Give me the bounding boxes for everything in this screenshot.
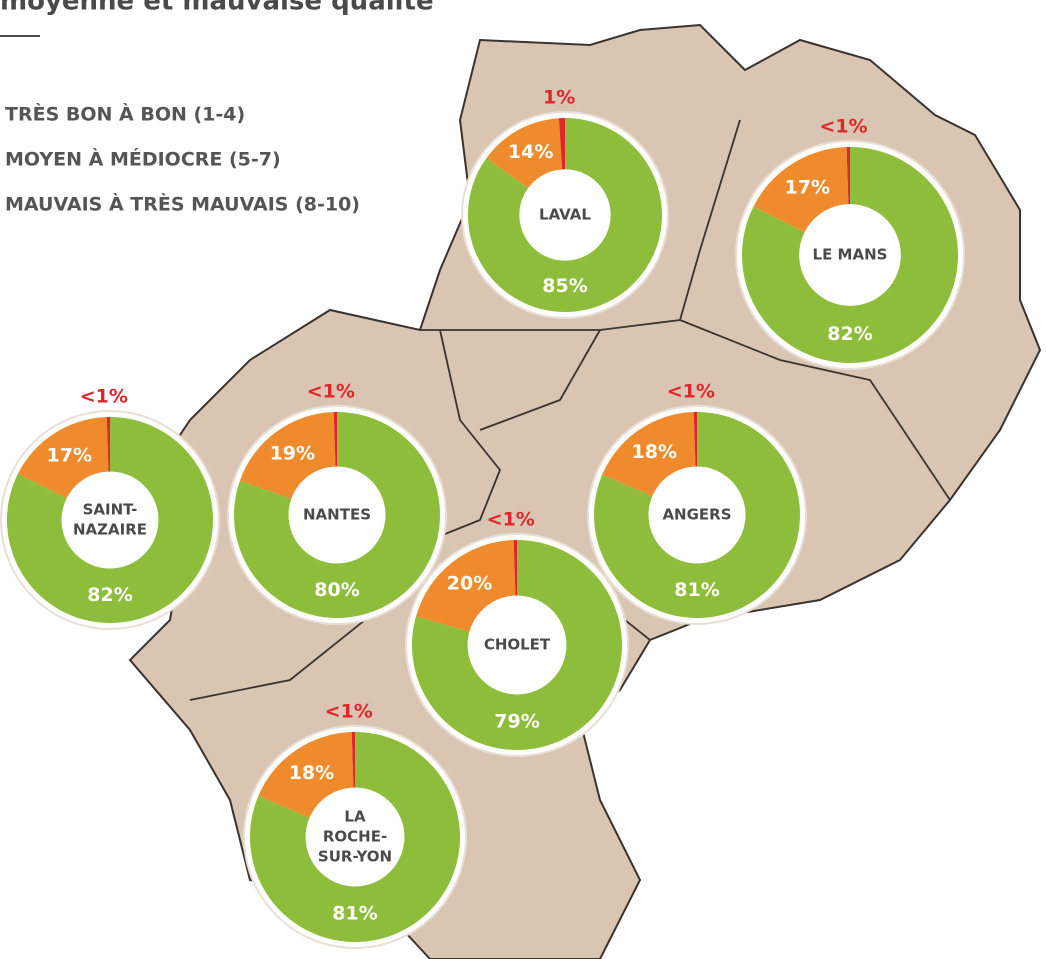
donut-segment	[486, 118, 563, 189]
city-name: ANGERS	[662, 506, 731, 524]
donut-hole	[519, 169, 611, 261]
legend-label: TRÈS BON À BON (1-4)	[5, 103, 245, 126]
donut-hole	[467, 595, 567, 695]
value-label: 79%	[494, 711, 539, 733]
value-label: 80%	[314, 579, 359, 601]
donut-segment	[693, 412, 697, 467]
value-label: 18%	[632, 441, 677, 463]
legend: TRÈS BON À BON (1-4) MOYEN À MÉDIOCRE (5-…	[5, 103, 360, 216]
department-border	[189, 119, 951, 701]
donut-segment	[753, 147, 849, 233]
value-label: 1%	[543, 87, 575, 109]
value-label: <1%	[80, 386, 128, 408]
value-label: 82%	[87, 584, 132, 606]
donut-hole	[305, 787, 405, 887]
donut-segment	[741, 147, 959, 363]
city-name: NAZAIRE	[73, 521, 147, 539]
donut-segment	[602, 412, 696, 497]
city-name: NANTES	[303, 506, 371, 524]
page-title: moyenne et mauvaise qualité	[0, 0, 434, 17]
donut-segment	[333, 412, 337, 467]
donut-segment	[412, 540, 622, 750]
value-label: 81%	[674, 579, 719, 601]
value-label: 20%	[447, 573, 492, 595]
donut-segment	[250, 732, 460, 943]
city-name: LE MANS	[813, 246, 888, 264]
donut-segment	[351, 732, 355, 788]
donut-segment	[106, 417, 110, 472]
value-label: <1%	[667, 381, 715, 403]
donut-hole	[288, 466, 386, 564]
city-name: LA	[344, 808, 366, 826]
donut-segment	[468, 118, 662, 312]
donut-segment	[17, 417, 109, 499]
donut-segment	[594, 412, 801, 618]
donut-segment	[6, 417, 214, 623]
value-label: <1%	[487, 509, 535, 531]
value-label: 19%	[270, 442, 315, 464]
city-name: ROCHE-	[323, 828, 387, 846]
legend-label: MOYEN À MÉDIOCRE (5-7)	[5, 148, 281, 171]
value-label: <1%	[325, 701, 373, 723]
donut-hole	[61, 471, 159, 569]
donut-segment	[558, 118, 565, 170]
donut-segment	[258, 732, 354, 818]
value-label: 82%	[827, 323, 872, 345]
value-label: 18%	[289, 762, 334, 784]
donut-segment	[415, 540, 516, 632]
city-name: LAVAL	[539, 206, 591, 224]
donut-hole	[648, 466, 746, 564]
donuts: 85% 14% 1% LAVAL 82% 17% <1% LE MANS 82% 17% <1% SA…	[0, 87, 965, 949]
city-name: CHOLET	[484, 636, 551, 654]
value-label: 17%	[785, 177, 830, 199]
donut-segment	[513, 540, 517, 596]
city-name: SAINT-	[83, 501, 138, 519]
value-label: 17%	[47, 445, 92, 467]
donut-hole	[799, 204, 901, 306]
legend-label: MAUVAIS À TRÈS MAUVAIS (8-10)	[5, 193, 360, 216]
city-name: SUR-YON	[318, 848, 392, 866]
value-label: 85%	[542, 275, 587, 297]
value-label: 14%	[508, 141, 553, 163]
donut-segment	[846, 147, 850, 205]
value-label: <1%	[820, 116, 868, 138]
donut-segment	[239, 412, 336, 499]
value-label: 81%	[332, 903, 377, 925]
value-label: <1%	[307, 381, 355, 403]
donut-segment	[234, 412, 440, 619]
